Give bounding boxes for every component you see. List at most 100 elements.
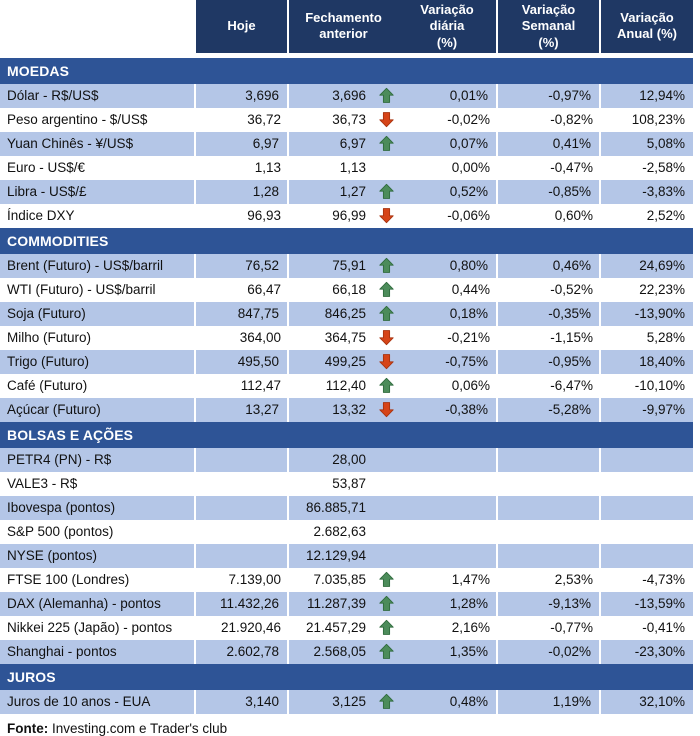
arrow-up-icon (378, 377, 395, 394)
row-weekly-change (498, 447, 602, 472)
table-row: DAX (Alemanha) - pontos 11.432,26 11.287,3… (0, 591, 694, 616)
row-previous-close-value: 1,27 (289, 179, 374, 204)
row-today-value: 364,00 (196, 325, 289, 350)
row-label: Milho (Futuro) (0, 325, 196, 350)
row-today-value: 76,52 (196, 253, 289, 278)
row-weekly-change (498, 471, 602, 496)
table-row: PETR4 (PN) - R$ 28,00 (0, 447, 694, 472)
arrow-down-icon (378, 207, 395, 224)
row-trend-indicator (374, 83, 399, 108)
row-yearly-change: 108,23% (601, 107, 694, 132)
header-anual-line1: Variação (620, 10, 674, 26)
row-trend-indicator (374, 131, 399, 156)
row-daily-change: 0,52% (398, 179, 499, 204)
row-today-value: 96,93 (196, 203, 289, 228)
row-label: NYSE (pontos) (0, 543, 196, 568)
row-trend-indicator (374, 325, 399, 350)
table-row: Ibovespa (pontos) 86.885,71 (0, 495, 694, 520)
header-fechamento-anterior: Fechamento anterior (289, 0, 399, 53)
row-today-value: 3,140 (196, 689, 289, 714)
header-anual-line2: Anual (%) (617, 26, 677, 42)
arrow-up-icon (378, 281, 395, 298)
row-previous-close-value: 86.885,71 (289, 495, 374, 520)
header-diaria-line1: Variação diária (420, 2, 474, 34)
row-yearly-change: -2,58% (601, 155, 694, 180)
row-weekly-change (498, 543, 602, 568)
row-daily-change: 1,35% (398, 639, 499, 664)
table-row: Café (Futuro) 112,47 112,40 0,06% -6,47% -10,… (0, 373, 694, 398)
row-label: Soja (Futuro) (0, 301, 196, 326)
row-previous-close-value: 28,00 (289, 447, 374, 472)
arrow-up-icon (378, 595, 395, 612)
section-title: COMMODITIES (0, 227, 694, 254)
header-fechamento-line1: Fechamento (305, 10, 382, 26)
row-previous-close-value: 364,75 (289, 325, 374, 350)
row-today-value: 66,47 (196, 277, 289, 302)
row-trend-indicator (374, 639, 399, 664)
row-label: Café (Futuro) (0, 373, 196, 398)
header-diaria-line2: (%) (436, 34, 458, 50)
row-label: Brent (Futuro) - US$/barril (0, 253, 196, 278)
row-label: WTI (Futuro) - US$/barril (0, 277, 196, 302)
row-label: Peso argentino - $/US$ (0, 107, 196, 132)
row-trend-indicator (374, 471, 399, 496)
section-title: JUROS (0, 663, 694, 690)
row-daily-change (398, 495, 499, 520)
arrow-up-icon (378, 305, 395, 322)
row-weekly-change: -0,85% (498, 179, 602, 204)
row-previous-close-value: 3,696 (289, 83, 374, 108)
row-weekly-change: -0,02% (498, 639, 602, 664)
row-yearly-change: 5,28% (601, 325, 694, 350)
row-label: Shanghai - pontos (0, 639, 196, 664)
row-weekly-change: -0,97% (498, 83, 602, 108)
row-trend-indicator (374, 155, 399, 180)
arrow-down-icon (378, 353, 395, 370)
row-label: Ibovespa (pontos) (0, 495, 196, 520)
table-row: Brent (Futuro) - US$/barril 76,52 75,91 0,8… (0, 253, 694, 278)
header-gap-cell (0, 52, 694, 58)
row-previous-close-value: 3,125 (289, 689, 374, 714)
table-row: NYSE (pontos) 12.129,94 (0, 543, 694, 568)
row-previous-close-value: 7.035,85 (289, 567, 374, 592)
row-weekly-change: -0,82% (498, 107, 602, 132)
row-label: Açúcar (Futuro) (0, 397, 196, 422)
row-daily-change: -0,21% (398, 325, 499, 350)
arrow-down-icon (378, 329, 395, 346)
arrow-up-icon (378, 643, 395, 660)
row-previous-close-value: 2.682,63 (289, 519, 374, 544)
header-hoje: Hoje (196, 0, 289, 53)
row-label: Juros de 10 anos - EUA (0, 689, 196, 714)
row-previous-close-value: 499,25 (289, 349, 374, 374)
table-row: Euro - US$/€ 1,13 1,13 0,00% -0,47% -2,58% (0, 155, 694, 180)
row-today-value: 2.602,78 (196, 639, 289, 664)
row-label: Yuan Chinês - ¥/US$ (0, 131, 196, 156)
row-yearly-change (601, 471, 694, 496)
row-trend-indicator (374, 301, 399, 326)
row-yearly-change: 2,52% (601, 203, 694, 228)
table-body: MOEDAS Dólar - R$/US$ 3,696 3,696 0,01% -0,97… (0, 52, 694, 714)
table-row: VALE3 - R$ 53,87 (0, 471, 694, 496)
section-header-row: BOLSAS E AÇÕES (0, 421, 694, 448)
row-today-value: 495,50 (196, 349, 289, 374)
row-label: Nikkei 225 (Japão) - pontos (0, 615, 196, 640)
header-fechamento-line2: anterior (319, 26, 368, 42)
row-weekly-change: -0,77% (498, 615, 602, 640)
arrow-up-icon (378, 135, 395, 152)
row-previous-close-value: 13,32 (289, 397, 374, 422)
row-weekly-change: -0,52% (498, 277, 602, 302)
row-trend-indicator (374, 689, 399, 714)
table-row: Nikkei 225 (Japão) - pontos 21.920,46 21.4… (0, 615, 694, 640)
header-semanal-line1: Variação Semanal (521, 2, 576, 34)
table-row: Açúcar (Futuro) 13,27 13,32 -0,38% -5,28% -9,… (0, 397, 694, 422)
row-trend-indicator (374, 591, 399, 616)
source-footer-prefix: Fonte: (7, 720, 49, 736)
row-previous-close-value: 36,73 (289, 107, 374, 132)
source-footer: Fonte: Investing.com e Trader's club (0, 714, 693, 736)
row-weekly-change: -0,95% (498, 349, 602, 374)
row-label: Trigo (Futuro) (0, 349, 196, 374)
row-yearly-change: 24,69% (601, 253, 694, 278)
row-today-value: 7.139,00 (196, 567, 289, 592)
row-yearly-change: -13,90% (601, 301, 694, 326)
row-daily-change (398, 471, 499, 496)
table-row: FTSE 100 (Londres) 7.139,00 7.035,85 1,47% 2… (0, 567, 694, 592)
